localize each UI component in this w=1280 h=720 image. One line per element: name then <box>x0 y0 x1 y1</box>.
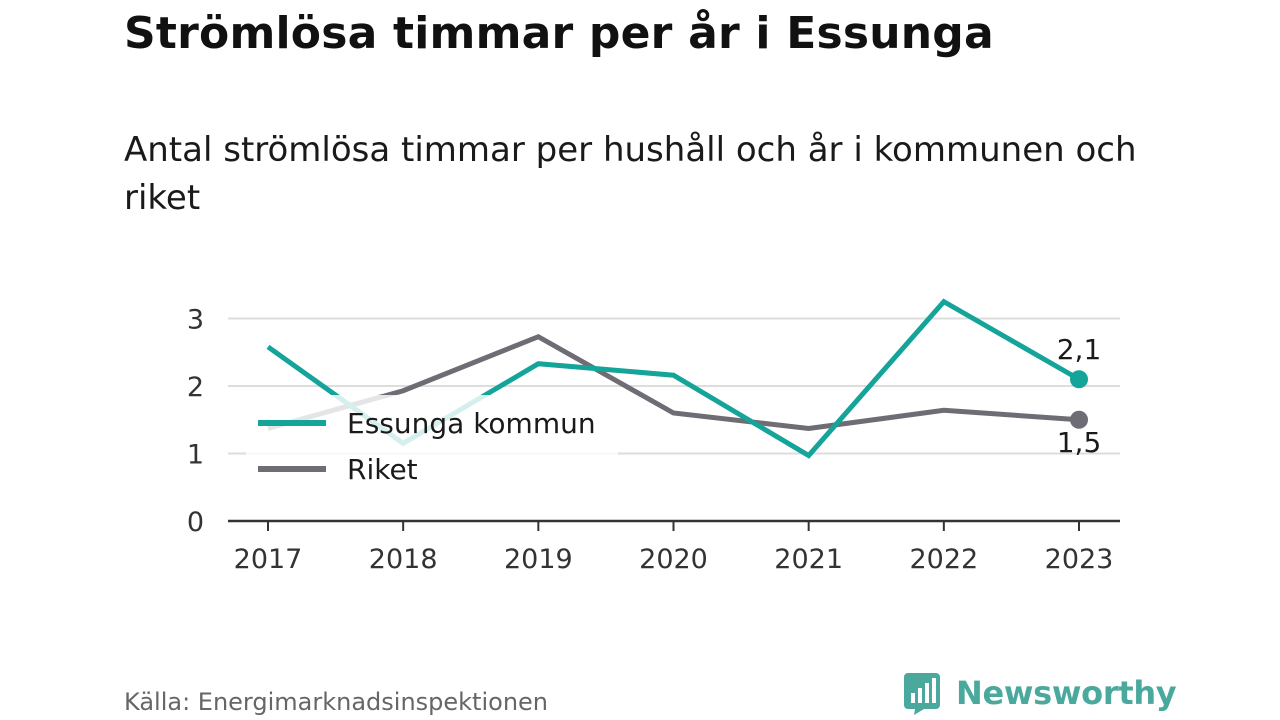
line-chart: 0 1 2 3 2017 2018 2019 2020 2021 2022 2023 Essunga… <box>187 298 1120 575</box>
x-tick-label: 2020 <box>639 544 708 575</box>
brand-logo: Newsworthy <box>902 671 1177 715</box>
source-note: Källa: Energimarknadsinspektionen <box>124 688 549 716</box>
y-tick-label: 2 <box>187 372 204 403</box>
brand-name: Newsworthy <box>956 674 1177 712</box>
y-tick-label: 1 <box>187 440 204 471</box>
riket-series-line <box>267 333 1080 432</box>
legend-label-riket: Riket <box>347 453 418 486</box>
x-tick-label: 2023 <box>1045 544 1114 575</box>
x-tick-label: 2019 <box>504 544 573 575</box>
chart-title: Strömlösa timmar per år i Essunga <box>124 8 994 59</box>
legend-background <box>246 395 618 495</box>
legend-label-essunga: Essunga kommun <box>347 407 596 440</box>
riket-end-point <box>1070 410 1088 429</box>
y-tick-label: 0 <box>187 507 204 538</box>
x-tick-label: 2022 <box>909 544 978 575</box>
y-tick-label: 3 <box>187 305 204 336</box>
x-tick-label: 2018 <box>369 544 438 575</box>
riket-end-label: 1,5 <box>1057 426 1102 459</box>
essunga-end-point <box>1070 370 1088 389</box>
x-tick-label: 2021 <box>774 544 843 575</box>
essunga-end-label: 2,1 <box>1057 333 1102 366</box>
x-tick-label: 2017 <box>234 544 303 575</box>
chart-subtitle: Antal strömlösa timmar per hushåll och å… <box>124 130 1137 218</box>
newsworthy-logo-icon <box>904 673 940 715</box>
